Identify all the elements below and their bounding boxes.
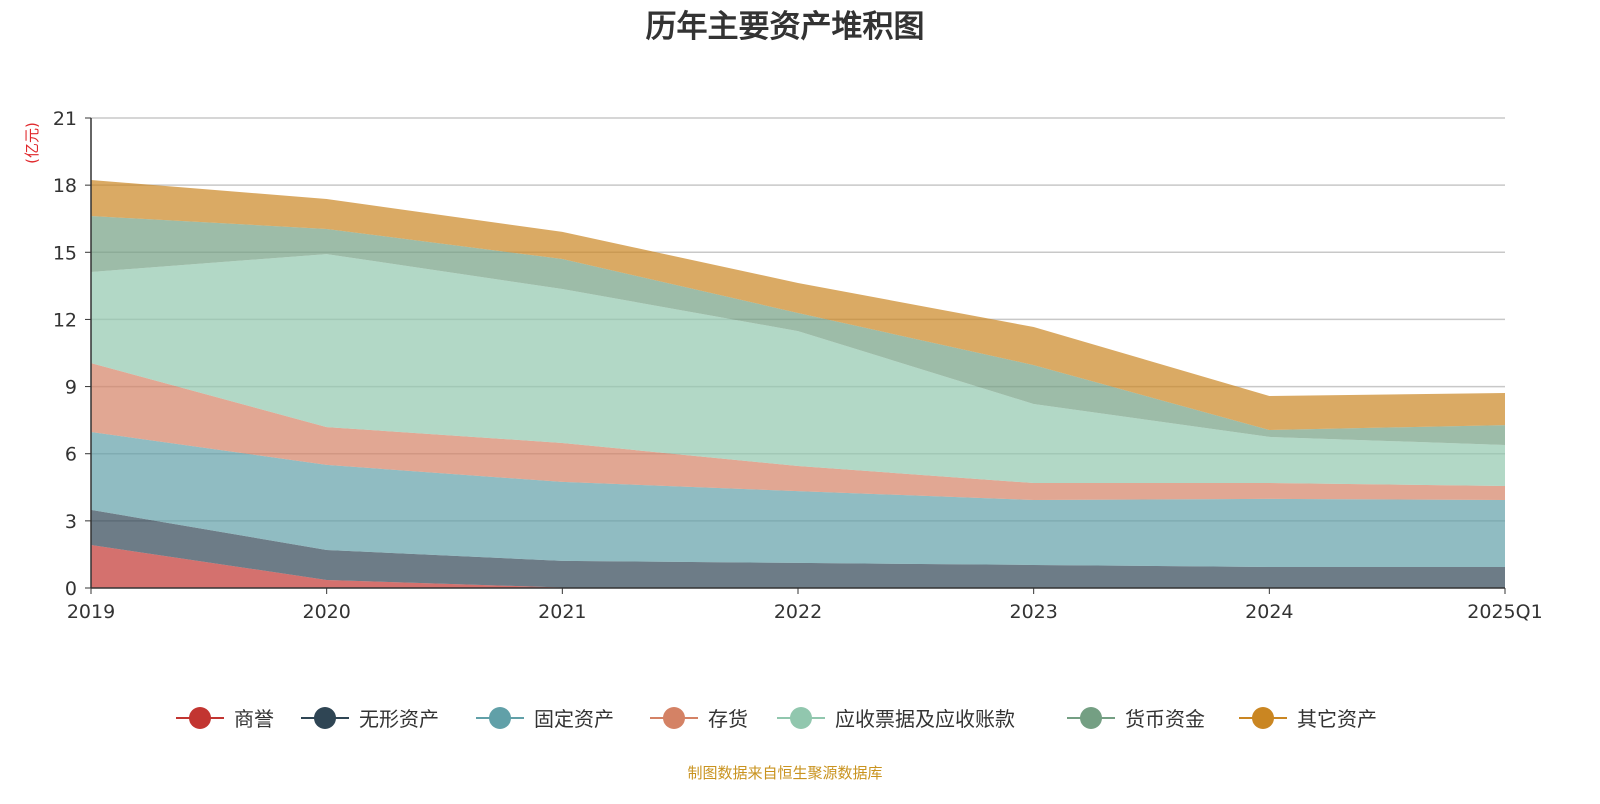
area-2 (91, 509, 1505, 588)
legend-label: 无形资产 (359, 707, 439, 731)
y-tick-label: 18 (53, 175, 77, 197)
legend-label: 固定资产 (534, 707, 614, 731)
y-tick-label: 6 (65, 444, 77, 466)
legend-item[interactable]: 货币资金 (1067, 707, 1205, 731)
legend-label: 其它资产 (1297, 707, 1377, 731)
area-7 (91, 179, 1505, 430)
legend-label: 应收票据及应收账款 (835, 707, 1015, 731)
x-tick-label: 2025Q1 (1467, 601, 1542, 623)
y-tick-label: 12 (53, 309, 77, 331)
y-tick-label: 3 (65, 511, 77, 533)
source-note: 制图数据来自恒生聚源数据库 (687, 764, 882, 782)
legend-item[interactable]: 固定资产 (476, 707, 614, 731)
legend-item[interactable]: 存货 (650, 707, 748, 731)
legend-circle-icon (1252, 707, 1274, 729)
chart-title: 历年主要资产堆积图 (646, 9, 925, 45)
y-tick-label: 15 (53, 242, 77, 264)
legend-circle-icon (1080, 707, 1102, 729)
legend-item[interactable]: 无形资产 (301, 707, 439, 731)
y-tick-label: 0 (65, 578, 77, 600)
y-axis-unit-label: (亿元) (23, 122, 41, 164)
legend-item[interactable]: 商誉 (176, 707, 274, 731)
legend-label: 货币资金 (1125, 707, 1205, 731)
area-4 (91, 363, 1505, 501)
legend-circle-icon (314, 707, 336, 729)
y-tick-label: 9 (65, 377, 77, 399)
area-5 (91, 254, 1505, 486)
x-tick-label: 2024 (1245, 601, 1293, 623)
x-tick-label: 2021 (538, 601, 586, 623)
legend-label: 存货 (708, 707, 748, 731)
area-1 (91, 545, 1505, 588)
x-tick-label: 2023 (1009, 601, 1057, 623)
legend-item[interactable]: 应收票据及应收账款 (777, 707, 1015, 731)
legend-circle-icon (790, 707, 812, 729)
area-3 (91, 432, 1505, 567)
legend-label: 商誉 (234, 707, 274, 731)
x-tick-label: 2020 (302, 601, 350, 623)
legend-circle-icon (489, 707, 511, 729)
legend-item[interactable]: 其它资产 (1239, 707, 1377, 731)
x-tick-label: 2019 (67, 601, 115, 623)
area-6 (91, 216, 1505, 445)
y-tick-label: 21 (53, 108, 77, 130)
legend-circle-icon (663, 707, 685, 729)
legend-circle-icon (189, 707, 211, 729)
x-tick-label: 2022 (774, 601, 822, 623)
